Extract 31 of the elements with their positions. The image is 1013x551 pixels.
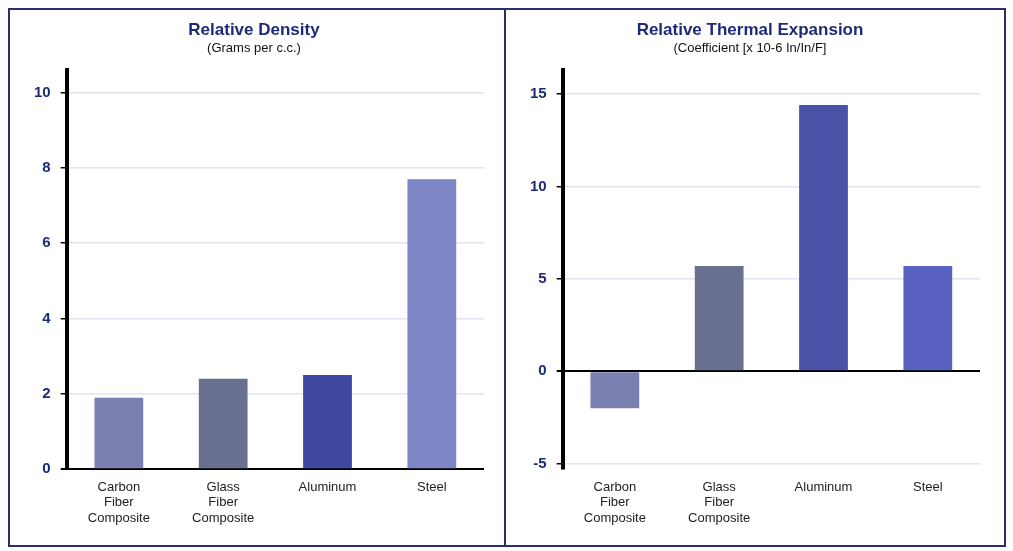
x-tick-label: Aluminum <box>794 478 853 494</box>
y-tick-label: -5 <box>533 453 547 471</box>
x-tick-label: Glass Fiber Composite <box>192 478 255 525</box>
x-tick-label: Carbon Fiber Composite <box>87 478 150 525</box>
chart-title: Relative Density <box>188 19 321 39</box>
y-tick-label: 5 <box>538 268 547 286</box>
bar <box>303 375 352 469</box>
bar <box>407 179 457 469</box>
x-tick-label: Steel <box>913 478 943 494</box>
bar <box>694 265 744 371</box>
bar <box>903 265 953 371</box>
y-tick-label: 15 <box>530 84 547 102</box>
y-tick-label: 4 <box>42 308 52 326</box>
bar <box>94 397 144 469</box>
chart-title: Relative Thermal Expansion <box>636 19 864 39</box>
chart-subtitle: (Coefficient [x 10-6 In/In/F] <box>673 39 827 55</box>
x-tick-label: Carbon Fiber Composite <box>583 478 646 525</box>
y-tick-label: 0 <box>42 459 51 477</box>
x-tick-label: Steel <box>417 478 447 494</box>
y-tick-label: 10 <box>34 82 51 100</box>
y-tick-label: 0 <box>538 361 547 379</box>
x-tick-label: Glass Fiber Composite <box>688 478 751 525</box>
y-tick-label: 10 <box>530 176 547 194</box>
bar <box>198 378 248 469</box>
y-tick-label: 2 <box>42 384 51 402</box>
bar <box>799 105 848 371</box>
y-tick-label: 6 <box>42 233 51 251</box>
bar <box>590 372 640 409</box>
y-tick-label: 8 <box>42 158 51 176</box>
x-tick-label: Aluminum <box>298 478 357 494</box>
chart-subtitle: (Grams per c.c.) <box>207 39 301 55</box>
